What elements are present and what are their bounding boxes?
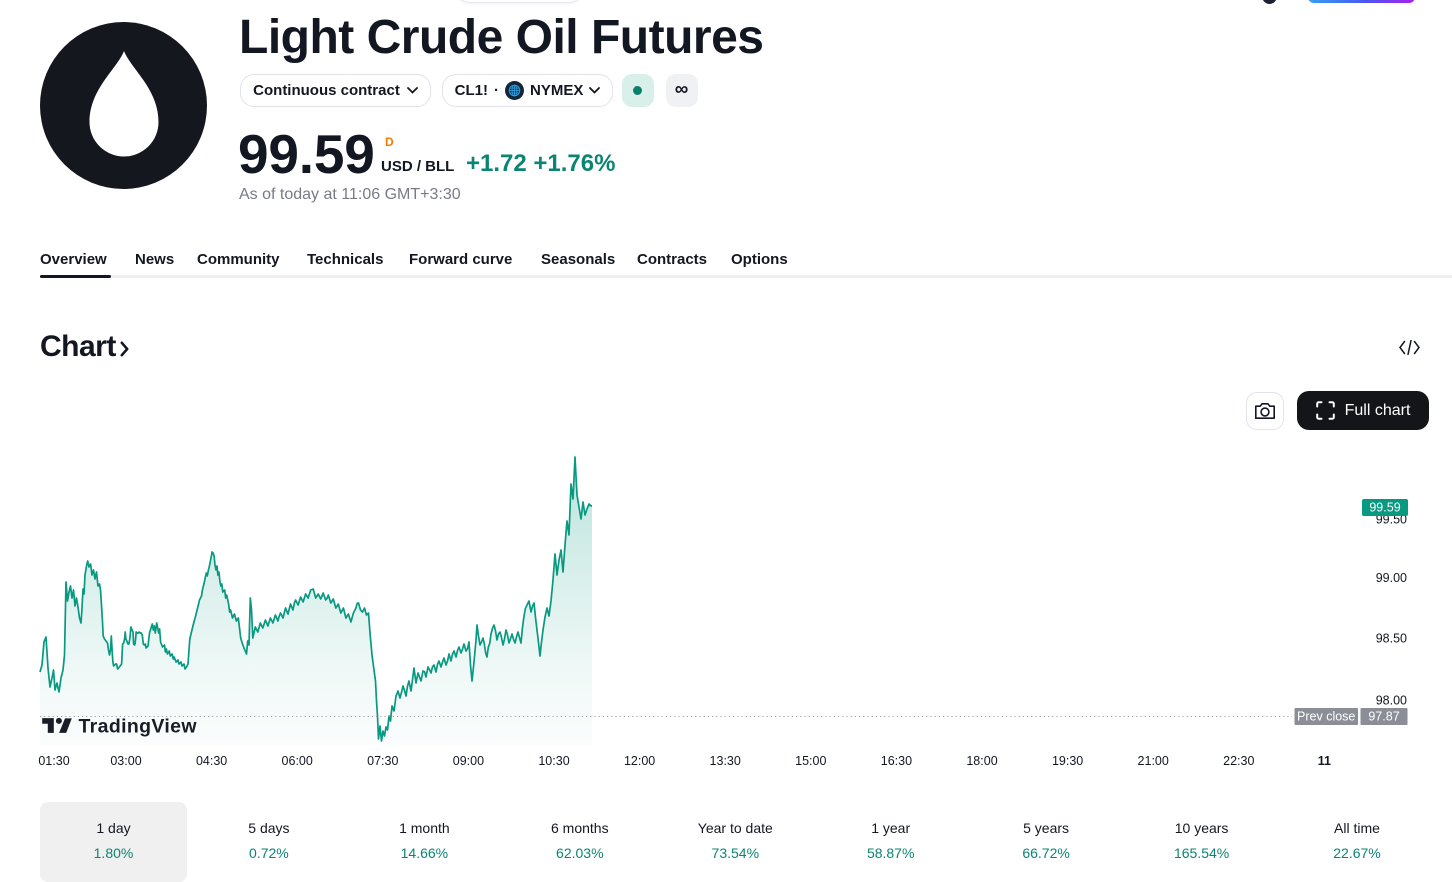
svg-text:97.87: 97.87 [1368, 710, 1399, 724]
svg-text:15:00: 15:00 [795, 754, 826, 768]
svg-text:TradingView: TradingView [79, 716, 198, 738]
svg-text:99.59: 99.59 [1369, 501, 1400, 515]
svg-text:01:30: 01:30 [38, 754, 69, 768]
svg-text:11: 11 [1318, 754, 1331, 768]
svg-text:09:00: 09:00 [453, 754, 484, 768]
svg-text:19:30: 19:30 [1052, 754, 1083, 768]
svg-text:99.00: 99.00 [1376, 571, 1407, 585]
svg-text:98.00: 98.00 [1376, 694, 1407, 708]
svg-text:04:30: 04:30 [196, 754, 227, 768]
svg-text:Prev close: Prev close [1297, 710, 1355, 724]
svg-text:12:00: 12:00 [624, 754, 655, 768]
svg-text:10:30: 10:30 [538, 754, 569, 768]
svg-text:16:30: 16:30 [881, 754, 912, 768]
svg-text:07:30: 07:30 [367, 754, 398, 768]
svg-text:98.50: 98.50 [1376, 632, 1407, 646]
svg-text:18:00: 18:00 [966, 754, 997, 768]
svg-text:03:00: 03:00 [110, 754, 141, 768]
svg-text:06:00: 06:00 [282, 754, 313, 768]
svg-text:21:00: 21:00 [1138, 754, 1169, 768]
svg-text:13:30: 13:30 [710, 754, 741, 768]
svg-text:22:30: 22:30 [1223, 754, 1254, 768]
